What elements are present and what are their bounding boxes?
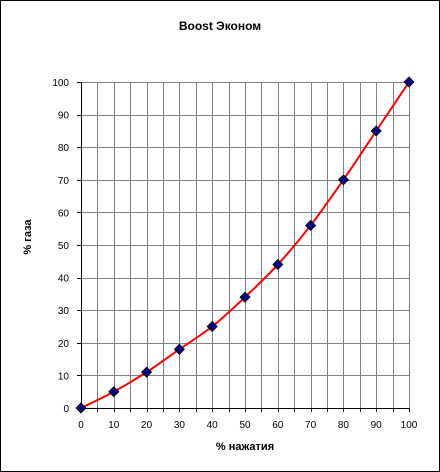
data-point-marker — [337, 174, 349, 186]
y-tick-label: 70 — [58, 176, 70, 187]
y-tick-label: 30 — [58, 306, 70, 317]
x-tick-label: 90 — [371, 420, 383, 431]
x-tick-label: 70 — [305, 420, 317, 431]
y-tick-label: 100 — [52, 78, 69, 89]
y-tick-label: 60 — [58, 208, 70, 219]
data-point-marker — [173, 343, 185, 355]
data-point-marker — [403, 76, 415, 88]
data-point-marker — [239, 291, 251, 303]
x-axis-title: % нажатия — [216, 441, 274, 453]
x-tick-label: 20 — [141, 420, 153, 431]
x-tick-label: 0 — [78, 420, 84, 431]
x-tick-label: 80 — [338, 420, 350, 431]
x-tick-label: 50 — [239, 420, 251, 431]
chart-title: Boost Эконом — [179, 19, 261, 33]
data-point-marker — [305, 219, 317, 232]
grid-lines — [81, 82, 410, 409]
y-tick-label: 20 — [58, 339, 70, 350]
series-layer — [75, 76, 415, 414]
data-point-marker — [370, 125, 382, 137]
y-tick-label: 80 — [58, 143, 70, 154]
x-tick-labels: 0 10 20 30 40 50 60 70 80 90 100 — [78, 420, 418, 431]
y-tick-label: 0 — [63, 404, 69, 415]
data-point-marker — [206, 320, 218, 333]
x-tick-label: 30 — [174, 420, 186, 431]
data-point-marker — [272, 258, 284, 271]
data-point-marker — [141, 366, 153, 378]
x-tick-label: 40 — [207, 420, 219, 431]
y-tick-labels: 0 10 20 30 40 50 60 70 80 90 100 — [52, 78, 69, 415]
x-tick-label: 100 — [401, 420, 418, 431]
y-tick-label: 10 — [58, 371, 70, 382]
x-tick-label: 60 — [272, 420, 284, 431]
y-tick-label: 50 — [58, 241, 70, 252]
data-point-marker — [75, 402, 87, 414]
y-tick-label: 40 — [58, 274, 70, 285]
x-tick-label: 10 — [108, 420, 120, 431]
data-point-marker — [108, 386, 120, 398]
axes — [77, 82, 410, 412]
y-axis-title: % газа — [22, 219, 34, 255]
y-tick-label: 90 — [58, 111, 70, 122]
